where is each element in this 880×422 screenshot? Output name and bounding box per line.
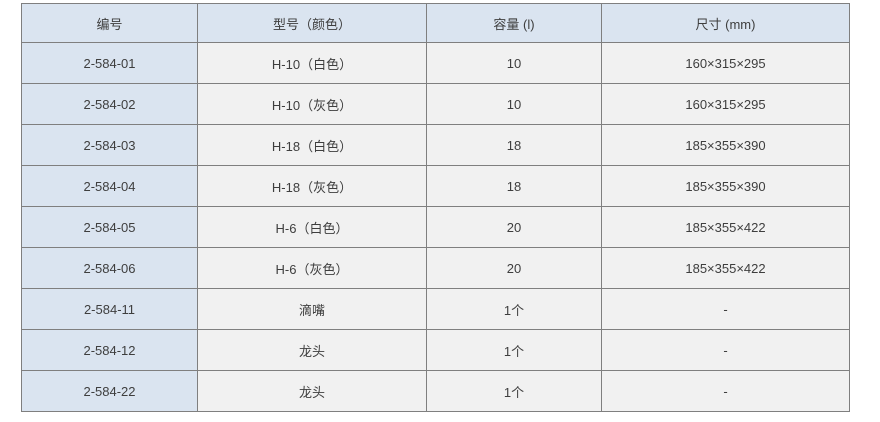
cell-code: 2-584-04 [21, 165, 198, 207]
table-row: 2-584-02 H-10（灰色） 10 160×315×295 [21, 83, 850, 125]
product-spec-table: 编号 型号（颜色） 容量 (l) 尺寸 (mm) 2-584-01 H-10（白色… [21, 3, 850, 412]
col-header-model-color: 型号（颜色） [197, 3, 427, 43]
table-row: 2-584-22 龙头 1个 - [21, 370, 850, 412]
table-row: 2-584-01 H-10（白色） 10 160×315×295 [21, 42, 850, 84]
cell-code: 2-584-12 [21, 329, 198, 371]
cell-code: 2-584-11 [21, 288, 198, 330]
cell-capacity: 10 [426, 83, 602, 125]
cell-model-color: 滴嘴 [197, 288, 427, 330]
cell-capacity: 18 [426, 165, 602, 207]
cell-model-color: 龙头 [197, 329, 427, 371]
cell-code: 2-584-02 [21, 83, 198, 125]
header-row: 编号 型号（颜色） 容量 (l) 尺寸 (mm) [21, 3, 850, 43]
cell-dimensions: 185×355×422 [601, 247, 850, 289]
cell-code: 2-584-05 [21, 206, 198, 248]
cell-code: 2-584-06 [21, 247, 198, 289]
table-row: 2-584-05 H-6（白色） 20 185×355×422 [21, 206, 850, 248]
cell-model-color: H-6（白色） [197, 206, 427, 248]
cell-capacity: 1个 [426, 370, 602, 412]
table-row: 2-584-11 滴嘴 1个 - [21, 288, 850, 330]
cell-model-color: H-10（灰色） [197, 83, 427, 125]
table-row: 2-584-04 H-18（灰色） 18 185×355×390 [21, 165, 850, 207]
cell-capacity: 1个 [426, 329, 602, 371]
cell-model-color: 龙头 [197, 370, 427, 412]
cell-code: 2-584-01 [21, 42, 198, 84]
cell-code: 2-584-03 [21, 124, 198, 166]
cell-model-color: H-18（灰色） [197, 165, 427, 207]
table-body: 2-584-01 H-10（白色） 10 160×315×295 2-584-02 H-1… [21, 42, 850, 412]
cell-code: 2-584-22 [21, 370, 198, 412]
cell-dimensions: - [601, 329, 850, 371]
cell-model-color: H-18（白色） [197, 124, 427, 166]
cell-dimensions: 185×355×422 [601, 206, 850, 248]
table-row: 2-584-06 H-6（灰色） 20 185×355×422 [21, 247, 850, 289]
cell-dimensions: 160×315×295 [601, 42, 850, 84]
cell-capacity: 1个 [426, 288, 602, 330]
table-row: 2-584-12 龙头 1个 - [21, 329, 850, 371]
cell-capacity: 20 [426, 206, 602, 248]
cell-dimensions: 185×355×390 [601, 124, 850, 166]
cell-capacity: 18 [426, 124, 602, 166]
cell-dimensions: 185×355×390 [601, 165, 850, 207]
col-header-code: 编号 [21, 3, 198, 43]
cell-dimensions: 160×315×295 [601, 83, 850, 125]
col-header-capacity: 容量 (l) [426, 3, 602, 43]
cell-model-color: H-10（白色） [197, 42, 427, 84]
cell-dimensions: - [601, 288, 850, 330]
cell-capacity: 10 [426, 42, 602, 84]
col-header-dimensions: 尺寸 (mm) [601, 3, 850, 43]
cell-model-color: H-6（灰色） [197, 247, 427, 289]
table-row: 2-584-03 H-18（白色） 18 185×355×390 [21, 124, 850, 166]
cell-dimensions: - [601, 370, 850, 412]
cell-capacity: 20 [426, 247, 602, 289]
